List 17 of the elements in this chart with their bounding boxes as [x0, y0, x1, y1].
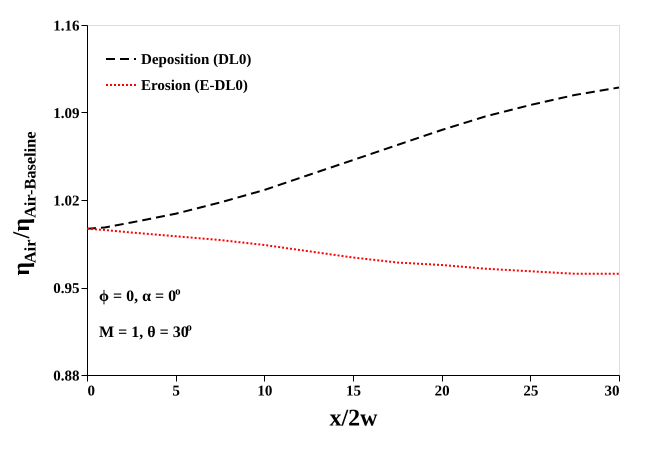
y-tick-label: 1.16	[53, 18, 80, 34]
x-tick-label: 5	[172, 384, 180, 400]
x-tick-label: 25	[523, 384, 538, 400]
y-tick-label: 1.09	[53, 106, 80, 122]
x-tick-label: 15	[346, 384, 361, 400]
x-tick-label: 20	[434, 384, 450, 400]
legend-label: Erosion (E-DL0)	[141, 78, 248, 94]
x-axis-title: x/2w	[330, 406, 378, 432]
line-series	[86, 228, 620, 275]
y-axis-title: ηAir/ηAir-Baseline	[9, 132, 40, 276]
legend-label: Deposition (DL0)	[141, 52, 252, 68]
y-tick-label: 0.88	[53, 368, 80, 384]
y-tick-label: 1.02	[53, 194, 80, 210]
x-tick-label: 10	[257, 384, 272, 400]
x-tick-label: 0	[88, 384, 95, 400]
y-tick-label: 0.95	[53, 281, 80, 297]
x-tick-label: 30	[604, 384, 620, 400]
